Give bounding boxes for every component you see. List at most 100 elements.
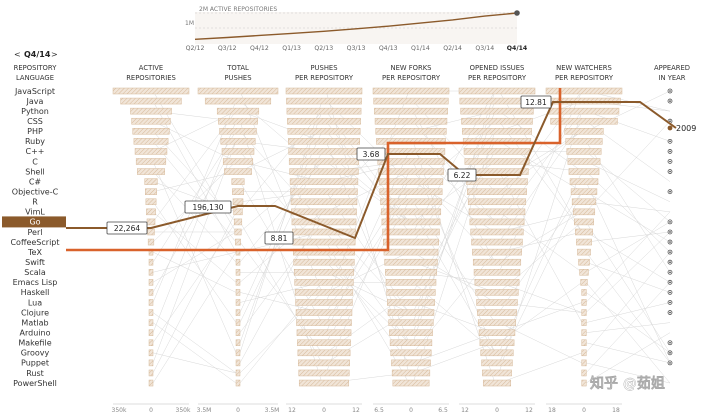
bar-objectivec[interactable] (290, 188, 358, 195)
bar-makefile[interactable] (148, 339, 154, 346)
bar-c[interactable] (144, 178, 158, 185)
bar-perl[interactable] (147, 228, 155, 236)
bar-c[interactable] (231, 178, 245, 185)
bar-viml[interactable] (146, 208, 156, 216)
bar-python[interactable] (130, 107, 172, 115)
language-item-lua[interactable]: Lua (28, 298, 42, 307)
bar-groovy[interactable] (480, 349, 514, 357)
bar-perl[interactable] (575, 228, 593, 236)
bar-swift[interactable] (148, 258, 154, 266)
bar-arduino[interactable] (148, 329, 154, 336)
language-item-c[interactable]: C# (29, 177, 42, 186)
bar-coffeescript[interactable] (471, 238, 523, 246)
bar-powershell[interactable] (235, 379, 241, 387)
bar-makefile[interactable] (581, 339, 587, 346)
bar-emacslisp[interactable] (474, 279, 520, 286)
bar-tex[interactable] (383, 248, 439, 256)
bar-swift[interactable] (384, 258, 438, 266)
timeline-quarter-Q2-14[interactable]: Q2/14 (443, 45, 462, 52)
bar-lua[interactable] (476, 299, 518, 306)
language-item-matlab[interactable]: Matlab (21, 318, 48, 327)
language-item-arduino[interactable]: Arduino (20, 328, 51, 337)
bar-java[interactable] (120, 97, 182, 105)
bar-matlab[interactable] (581, 319, 587, 326)
language-item-perl[interactable]: Perl (28, 228, 43, 237)
bar-javascript[interactable] (112, 87, 190, 95)
bar-powershell[interactable] (482, 379, 512, 387)
bar-viml[interactable] (291, 208, 357, 216)
bar-c[interactable] (463, 148, 531, 155)
prev-quarter-button[interactable]: < (14, 50, 21, 59)
language-item-tex[interactable]: TeX (27, 248, 42, 257)
bar-puppet[interactable] (298, 359, 350, 367)
bar-c[interactable] (222, 158, 254, 165)
bar-go[interactable] (574, 218, 594, 226)
bar-haskell[interactable] (148, 289, 154, 296)
bar-arduino[interactable] (389, 329, 433, 336)
bar-c[interactable] (134, 148, 168, 155)
bar-go[interactable] (291, 218, 357, 226)
timeline-quarter-Q2-13[interactable]: Q2/13 (314, 45, 333, 52)
language-item-groovy[interactable]: Groovy (21, 349, 50, 358)
bar-scala[interactable] (235, 269, 241, 276)
bar-r[interactable] (145, 198, 157, 206)
language-item-swift[interactable]: Swift (25, 258, 45, 267)
bar-puppet[interactable] (148, 359, 154, 367)
language-item-objectivec[interactable]: Objective-C (12, 188, 59, 197)
bar-objectivec[interactable] (232, 188, 244, 195)
bar-r[interactable] (380, 198, 442, 206)
bar-tex[interactable] (472, 248, 522, 256)
bar-r[interactable] (232, 198, 244, 206)
bar-haskell[interactable] (475, 289, 519, 296)
language-item-ruby[interactable]: Ruby (25, 137, 45, 146)
next-quarter-button[interactable]: > (51, 50, 58, 59)
bar-powershell[interactable] (148, 379, 154, 387)
bar-php[interactable] (132, 128, 170, 135)
bar-emacslisp[interactable] (385, 279, 437, 286)
bar-shell[interactable] (289, 168, 359, 175)
timeline-quarter-Q1-14[interactable]: Q1/14 (411, 45, 430, 52)
bar-python[interactable] (216, 107, 260, 115)
bar-rust[interactable] (298, 369, 350, 377)
bar-perl[interactable] (470, 228, 524, 236)
bar-puppet[interactable] (235, 359, 241, 367)
bar-objectivec[interactable] (570, 188, 598, 195)
language-item-c[interactable]: C++ (26, 147, 45, 156)
bar-javascript[interactable] (197, 87, 279, 95)
bar-rust[interactable] (391, 369, 431, 377)
timeline-quarter-Q2-12[interactable]: Q2/12 (186, 45, 205, 52)
bar-emacslisp[interactable] (148, 279, 154, 286)
bar-javascript[interactable] (372, 87, 450, 95)
bar-r[interactable] (290, 198, 358, 206)
bar-c[interactable] (464, 158, 530, 165)
bar-php[interactable] (564, 128, 604, 135)
language-item-java[interactable]: Java (26, 97, 44, 106)
bar-css[interactable] (287, 117, 361, 125)
bar-rust[interactable] (148, 369, 154, 377)
bar-arduino[interactable] (581, 329, 587, 336)
bar-css[interactable] (374, 117, 448, 125)
bar-javascript[interactable] (285, 87, 363, 95)
bar-go[interactable] (381, 218, 441, 226)
language-item-go[interactable]: Go (29, 218, 40, 227)
bar-swift[interactable] (578, 258, 590, 266)
bar-ruby[interactable] (376, 138, 446, 145)
bar-objectivec[interactable] (467, 188, 527, 195)
bar-haskell[interactable] (386, 289, 436, 296)
bar-makefile[interactable] (235, 339, 241, 346)
bar-makefile[interactable] (297, 339, 351, 346)
bar-matlab[interactable] (388, 319, 434, 326)
bar-coffeescript[interactable] (383, 238, 439, 246)
bar-tex[interactable] (577, 248, 591, 256)
bar-javascript[interactable] (545, 87, 623, 95)
bar-arduino[interactable] (478, 329, 516, 336)
bar-php[interactable] (375, 128, 447, 135)
bar-arduino[interactable] (235, 329, 241, 336)
timeline-quarter-Q4-12[interactable]: Q4/12 (250, 45, 269, 52)
bar-arduino[interactable] (296, 329, 352, 336)
bar-matlab[interactable] (477, 319, 517, 326)
timeline-quarter-Q3-14[interactable]: Q3/14 (475, 45, 494, 52)
bar-c[interactable] (569, 178, 599, 185)
bar-swift[interactable] (293, 258, 355, 266)
language-item-powershell[interactable]: PowerShell (13, 379, 57, 388)
